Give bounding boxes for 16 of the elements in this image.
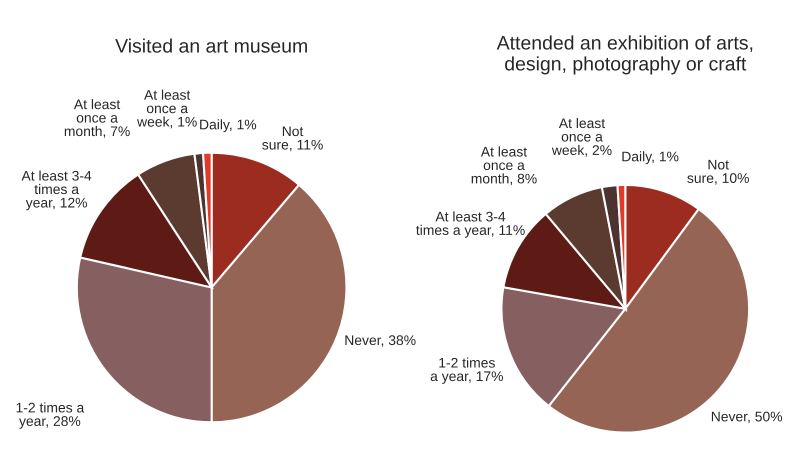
slice-label: At least once a week, 2% (552, 118, 612, 157)
slice-label: At least once a week, 1% (137, 90, 197, 128)
slice-label: At least 3-4 times a year, 11% (416, 211, 525, 238)
slice-label: Not sure, 11% (262, 126, 323, 152)
slice-label: Never, 38% (345, 335, 416, 347)
slice-label: At least once a month, 8% (472, 146, 537, 186)
slice-label: Never, 50% (712, 412, 782, 424)
slice-label: Not sure, 10% (687, 160, 749, 185)
slice-label: At least once a month, 7% (64, 99, 130, 138)
chart-title: Visited an art museum (115, 38, 307, 53)
slice-label: Daily, 1% (622, 151, 678, 164)
slice-label: At least 3-4 times a year, 12% (22, 170, 92, 210)
slice-label: Daily, 1% (200, 119, 256, 132)
slice-label: 1-2 times a year, 28% (16, 402, 84, 429)
slice-label: 1-2 times a year, 17% (430, 357, 504, 384)
chart-title: Attended an exhibition of arts, design, photography or craft (496, 35, 752, 74)
